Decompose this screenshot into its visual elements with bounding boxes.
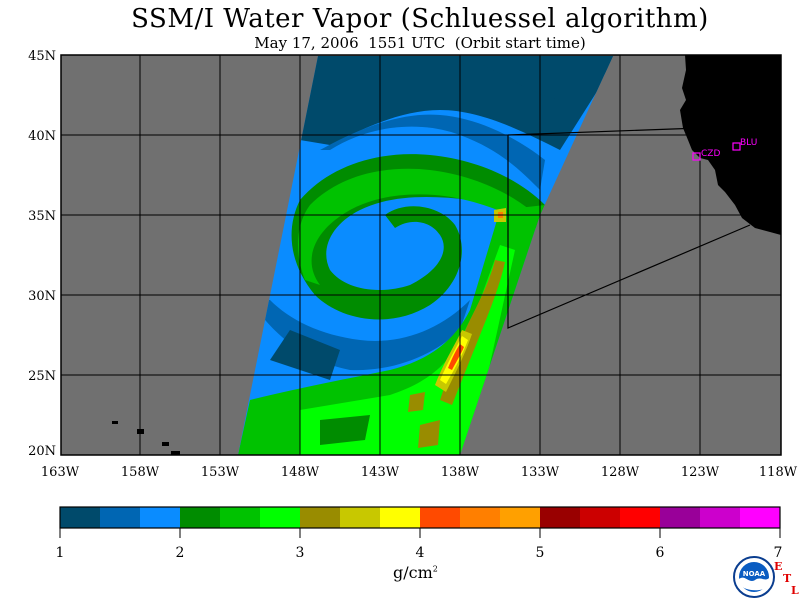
- colorbar-swatch: [540, 507, 581, 528]
- lat-label: 20N: [28, 444, 56, 459]
- map-subtitle: May 17, 2006 1551 UTC (Orbit start time): [254, 34, 586, 52]
- colorbar-tick-label: 5: [536, 545, 545, 561]
- noaa-logo-text: NOAA: [743, 570, 766, 578]
- colorbar-units: g/cm2: [393, 563, 438, 582]
- lon-label: 138W: [441, 465, 480, 480]
- colorbar-swatch: [60, 507, 101, 528]
- lat-label: 35N: [28, 209, 56, 224]
- map-frame: [60, 54, 782, 456]
- colorbar-swatch: [620, 507, 661, 528]
- station-markers: CZD BLU: [692, 138, 757, 161]
- lon-label: 163W: [41, 465, 80, 480]
- lat-label: 40N: [28, 129, 56, 144]
- station-czd-marker: [692, 152, 701, 161]
- colorbar: [60, 507, 781, 528]
- noaa-logo: NOAA: [733, 556, 775, 598]
- colorbar-swatch: [500, 507, 541, 528]
- lon-label: 123W: [681, 465, 720, 480]
- lon-label: 148W: [281, 465, 320, 480]
- lon-label: 118W: [759, 465, 798, 480]
- colorbar-tick-label: 4: [416, 545, 425, 561]
- map-title: SSM/I Water Vapor (Schluessel algorithm): [131, 4, 709, 34]
- colorbar-swatch: [140, 507, 181, 528]
- colorbar-swatch: [460, 507, 501, 528]
- colorbar-ticks: [59, 528, 781, 538]
- lon-label: 133W: [521, 465, 560, 480]
- colorbar-swatch: [300, 507, 341, 528]
- lon-label: 128W: [601, 465, 640, 480]
- station-blu-marker: [732, 142, 741, 151]
- etl-letter-e: E: [774, 560, 783, 573]
- etl-letter-l: L: [791, 584, 799, 597]
- colorbar-tick-label: 2: [176, 545, 185, 561]
- colorbar-swatch: [580, 507, 621, 528]
- lat-label: 25N: [28, 369, 56, 384]
- analysis-box: [507, 135, 751, 329]
- colorbar-swatch: [260, 507, 301, 528]
- colorbar-tick-label: 6: [656, 545, 665, 561]
- colorbar-swatch: [420, 507, 461, 528]
- units-exponent: 2: [432, 564, 438, 574]
- colorbar-swatch: [660, 507, 701, 528]
- etl-letter-t: T: [783, 572, 792, 585]
- colorbar-swatch: [340, 507, 381, 528]
- colorbar-tick-label: 1: [56, 545, 65, 561]
- colorbar-tick-label: 7: [774, 545, 783, 561]
- units-text: g/cm: [393, 563, 433, 582]
- lon-labels: 163W 158W 153W 148W 143W 138W 133W 128W …: [41, 465, 798, 480]
- graticule: [61, 55, 781, 455]
- lon-label: 153W: [201, 465, 240, 480]
- station-czd-label: CZD: [701, 149, 720, 159]
- lon-label: 158W: [121, 465, 160, 480]
- colorbar-swatch: [180, 507, 221, 528]
- lat-label: 45N: [28, 49, 56, 64]
- station-blu-label: BLU: [740, 138, 757, 148]
- colorbar-swatch: [220, 507, 261, 528]
- lon-label: 143W: [361, 465, 400, 480]
- colorbar-swatch: [740, 507, 781, 528]
- etl-logo: E T L: [774, 560, 800, 598]
- analysis-box-top: [507, 127, 701, 136]
- colorbar-swatch: [100, 507, 141, 528]
- colorbar-tick-label: 3: [296, 545, 305, 561]
- colorbar-swatch: [380, 507, 421, 528]
- colorbar-labels: 1 2 3 4 5 6 7: [56, 545, 783, 561]
- colorbar-swatch: [700, 507, 741, 528]
- lat-labels: 45N 40N 35N 30N 25N 20N: [28, 49, 56, 459]
- lat-label: 30N: [28, 289, 56, 304]
